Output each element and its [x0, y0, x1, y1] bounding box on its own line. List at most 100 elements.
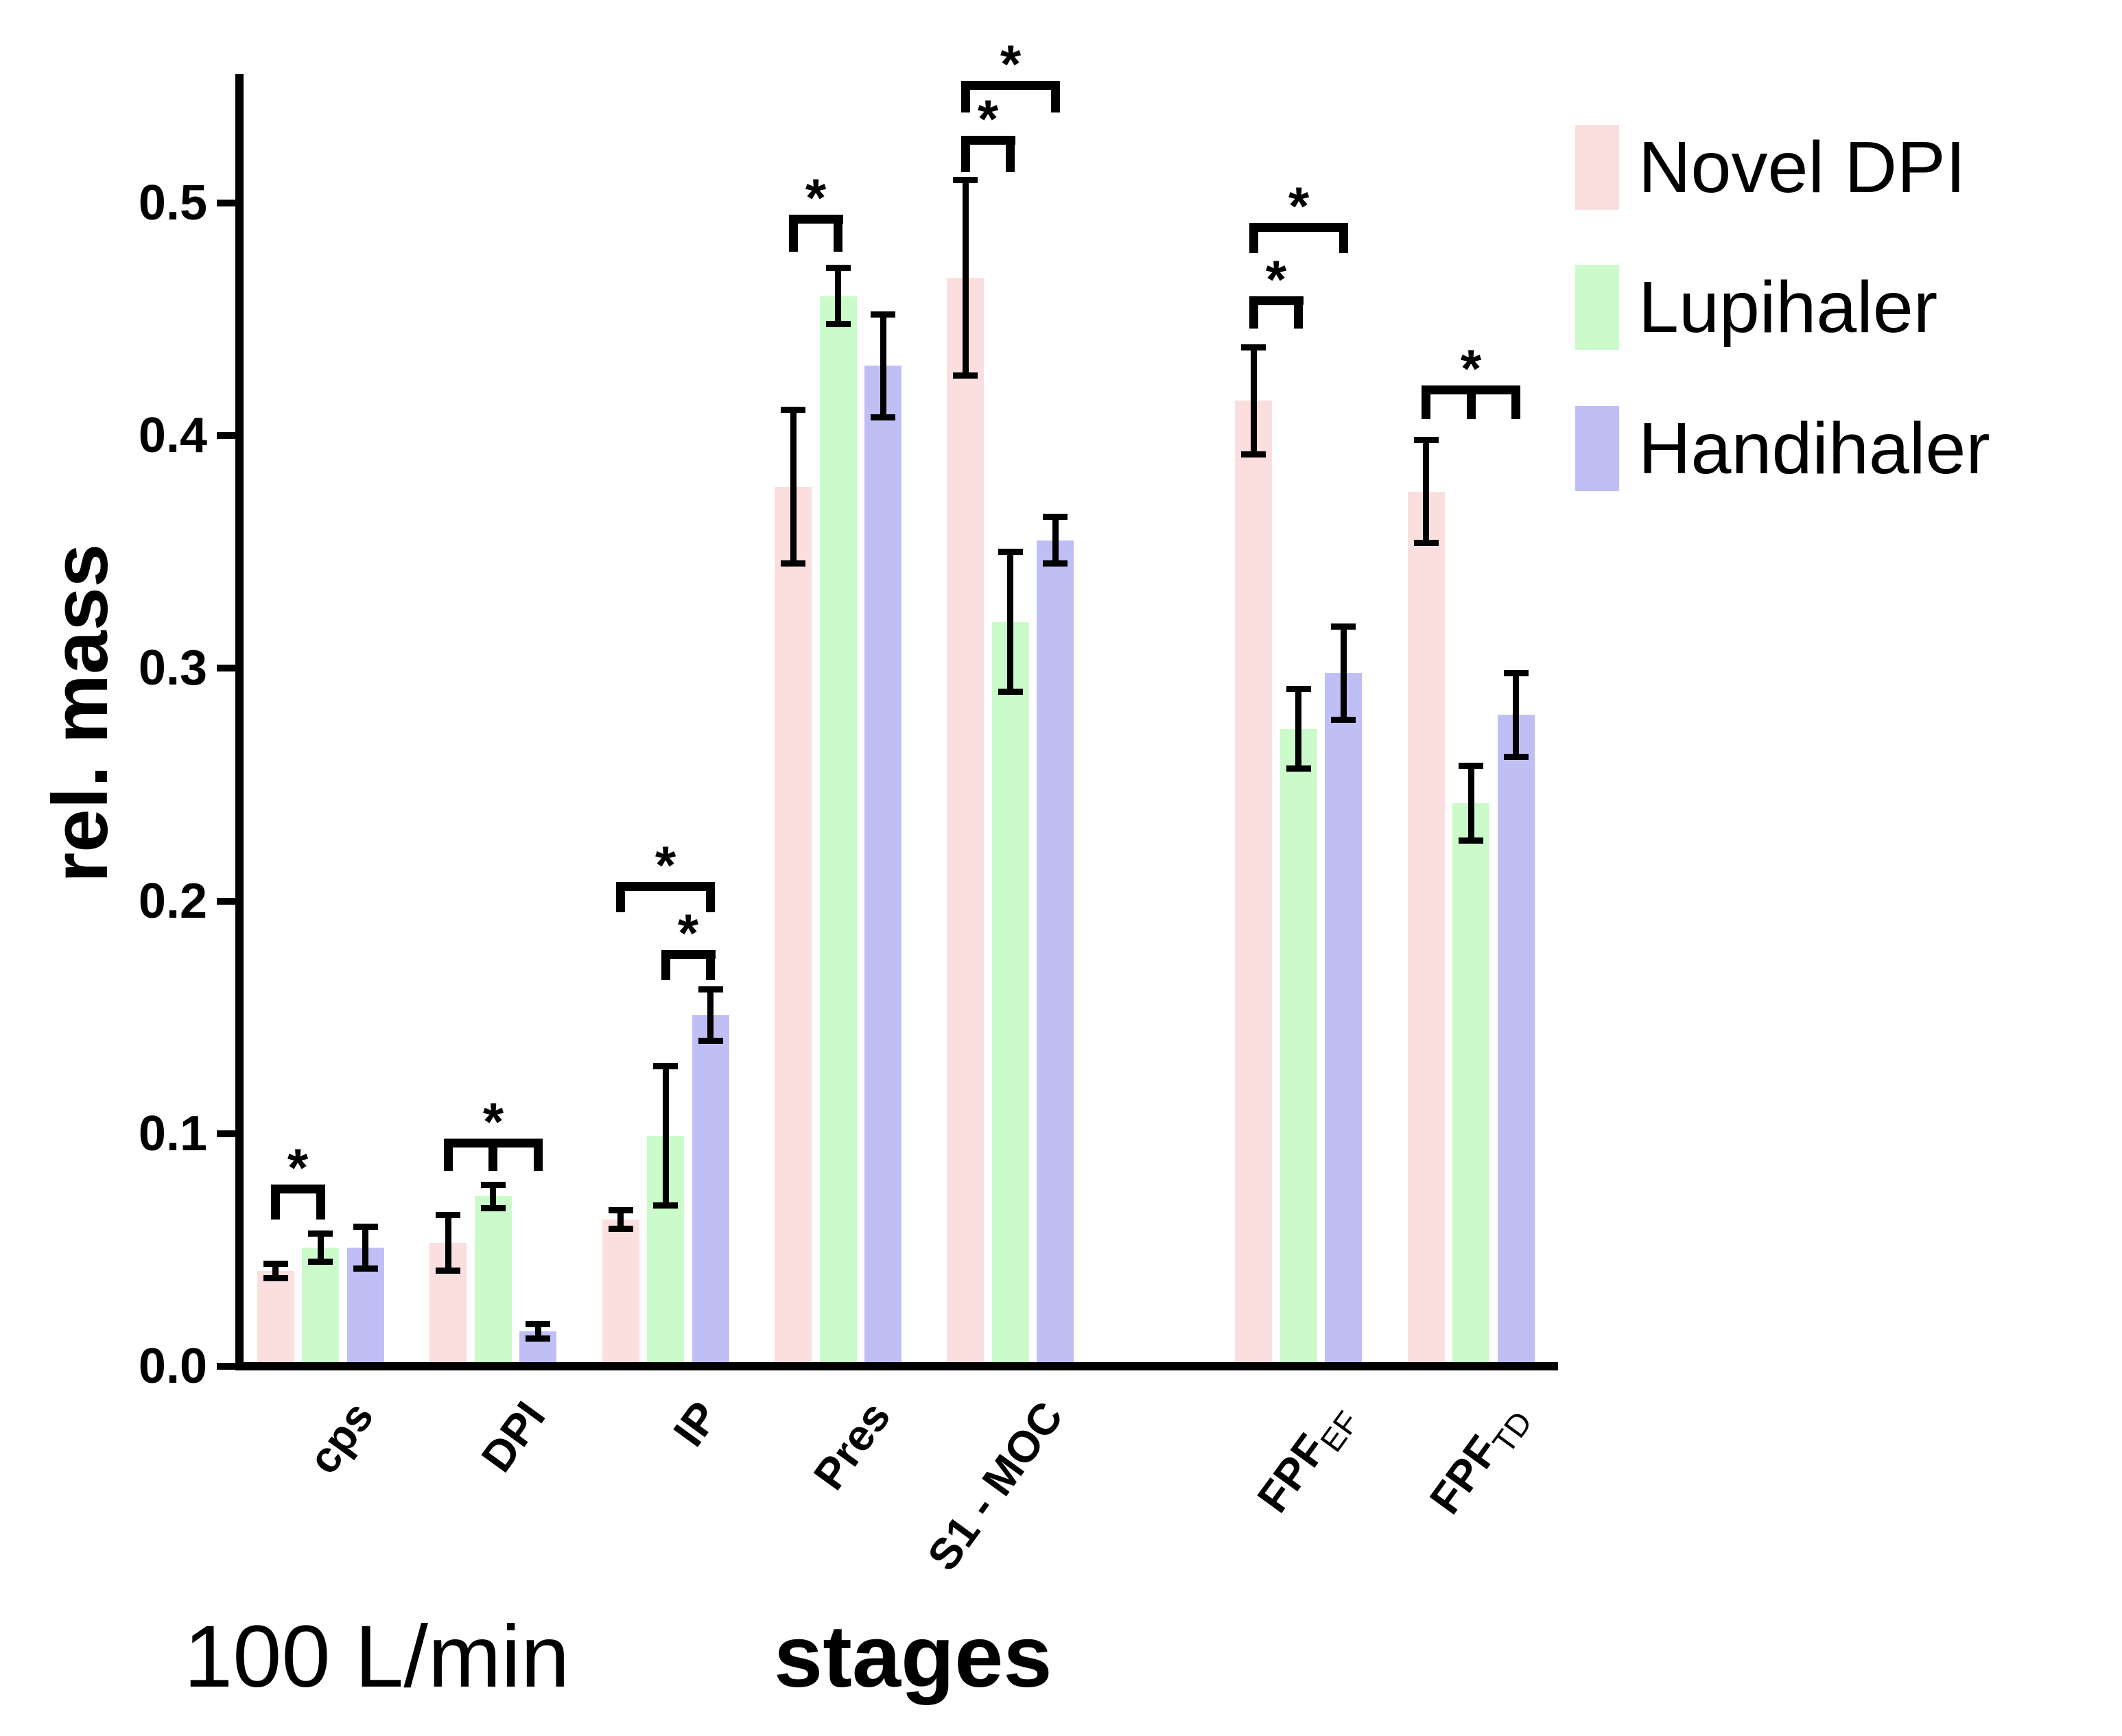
y-tick-label: 0.1	[138, 1106, 207, 1161]
y-tick	[217, 432, 235, 439]
flow-rate-label: 100 L/min	[184, 1608, 570, 1706]
bar-handihaler-ip	[692, 1015, 729, 1362]
significance-bracket-bar	[271, 1185, 325, 1193]
x-axis-title: stages	[774, 1608, 1052, 1706]
error-bar-line	[1468, 766, 1474, 841]
error-bar-cap-bottom	[1414, 540, 1439, 546]
y-axis-title: rel. mass	[37, 543, 124, 883]
x-axis-line	[235, 1362, 1558, 1370]
significance-star: *	[1460, 338, 1482, 399]
error-bar-cap-top	[1241, 344, 1266, 350]
error-bar-line	[490, 1185, 496, 1208]
bar-lupihaler-s1-moc	[992, 622, 1029, 1362]
legend-label-novel-dpi: Novel DPI	[1638, 127, 1966, 208]
significance-star: *	[655, 835, 676, 895]
significance-star: *	[287, 1137, 309, 1198]
error-bar-line	[1007, 552, 1013, 692]
significance-bracket-leg	[1294, 296, 1303, 329]
y-tick	[217, 665, 235, 671]
error-bar-line	[707, 989, 714, 1041]
bar-handihaler-s1-moc	[1037, 540, 1074, 1362]
significance-bracket-bar	[616, 882, 715, 891]
bar-lupihaler-cps	[302, 1248, 339, 1362]
error-bar-cap-top	[871, 311, 895, 318]
error-bar-line	[663, 1066, 669, 1206]
significance-bracket-leg	[661, 950, 670, 980]
error-bar-cap-bottom	[998, 689, 1023, 695]
significance-bracket-leg	[316, 1185, 325, 1220]
bar-handihaler-fpf_ef	[1325, 673, 1362, 1362]
error-bar-cap-top	[308, 1230, 333, 1237]
error-bar-cap-top	[1043, 514, 1068, 520]
error-bar-cap-top	[1459, 763, 1483, 769]
significance-star: *	[482, 1091, 504, 1152]
significance-bracket-leg	[444, 1139, 453, 1171]
significance-bracket-leg	[1249, 223, 1258, 253]
significance-star: *	[805, 167, 827, 228]
significance-bracket-leg	[1511, 385, 1520, 419]
significance-bracket-leg	[1339, 223, 1348, 253]
error-bar-line	[835, 268, 841, 324]
error-bar-line	[790, 410, 797, 564]
y-tick-label: 0.3	[138, 641, 207, 695]
significance-bracket-leg	[616, 882, 625, 912]
x-axis-label-pres: Pres	[803, 1392, 900, 1499]
error-bar-line	[880, 315, 886, 417]
bar-lupihaler-dpi	[475, 1196, 512, 1362]
error-bar-cap-bottom	[1241, 451, 1266, 457]
error-bar-line	[617, 1211, 624, 1229]
error-bar-cap-bottom	[1504, 754, 1529, 760]
error-bar-cap-top	[609, 1207, 633, 1213]
significance-bracket-leg	[834, 215, 842, 252]
error-bar-cap-top	[481, 1182, 506, 1188]
error-bar-cap-top	[263, 1261, 288, 1267]
x-axis-label-subscript: EF	[1313, 1404, 1366, 1458]
x-axis-label-cps: cps	[298, 1392, 383, 1483]
significance-bracket-bar	[961, 81, 1060, 90]
error-bar-cap-top	[353, 1224, 378, 1230]
error-bar-cap-bottom	[436, 1268, 460, 1274]
bar-handihaler-fpf_td	[1498, 715, 1535, 1362]
error-bar-cap-bottom	[1286, 765, 1311, 772]
bar-novel-dpi-fpf_ef	[1235, 401, 1272, 1362]
error-bar-line	[362, 1226, 368, 1268]
significance-bracket-leg	[961, 81, 970, 112]
error-bar-cap-top	[1286, 686, 1311, 692]
error-bar-cap-bottom	[263, 1275, 288, 1281]
bar-novel-dpi-fpf_td	[1408, 492, 1445, 1362]
significance-bracket-bar	[1249, 296, 1304, 305]
y-tick	[217, 1130, 235, 1137]
x-axis-label-ip: IP	[663, 1392, 728, 1455]
error-bar-line	[1295, 689, 1301, 768]
significance-star: *	[1288, 176, 1310, 236]
y-tick	[217, 898, 235, 905]
error-bar-cap-top	[436, 1212, 460, 1218]
error-bar-line	[963, 180, 969, 375]
significance-bracket-leg	[789, 215, 798, 252]
x-axis-label-subscript: TD	[1485, 1404, 1539, 1460]
error-bar-cap-bottom	[781, 560, 805, 567]
error-bar-cap-top	[1331, 623, 1356, 630]
significance-star: *	[1000, 34, 1022, 94]
error-bar-line	[1052, 517, 1059, 564]
legend-swatch-handihaler	[1575, 406, 1619, 491]
error-bar-line	[318, 1234, 324, 1262]
x-axis-label-fpf_td: FPFTD	[1419, 1404, 1539, 1523]
error-bar-cap-bottom	[826, 321, 851, 327]
x-axis-label-dpi: DPI	[471, 1392, 555, 1481]
significance-bracket-leg	[1467, 385, 1476, 419]
bar-lupihaler-fpf_td	[1452, 803, 1489, 1362]
significance-star: *	[677, 903, 699, 963]
significance-bracket-leg	[1249, 296, 1258, 329]
significance-bracket-leg	[706, 950, 715, 980]
significance-bracket-leg	[1422, 385, 1430, 419]
significance-bracket-bar	[1249, 223, 1348, 232]
error-bar-cap-top	[781, 407, 805, 413]
significance-bracket-bar	[789, 215, 843, 224]
error-bar-cap-bottom	[308, 1259, 333, 1265]
x-axis-label-s1-moc: S1 - MOC	[917, 1392, 1072, 1580]
bar-lupihaler-pres	[820, 296, 857, 1362]
bar-handihaler-pres	[864, 366, 901, 1362]
error-bar-cap-bottom	[481, 1205, 506, 1211]
significance-star: *	[1265, 249, 1287, 309]
